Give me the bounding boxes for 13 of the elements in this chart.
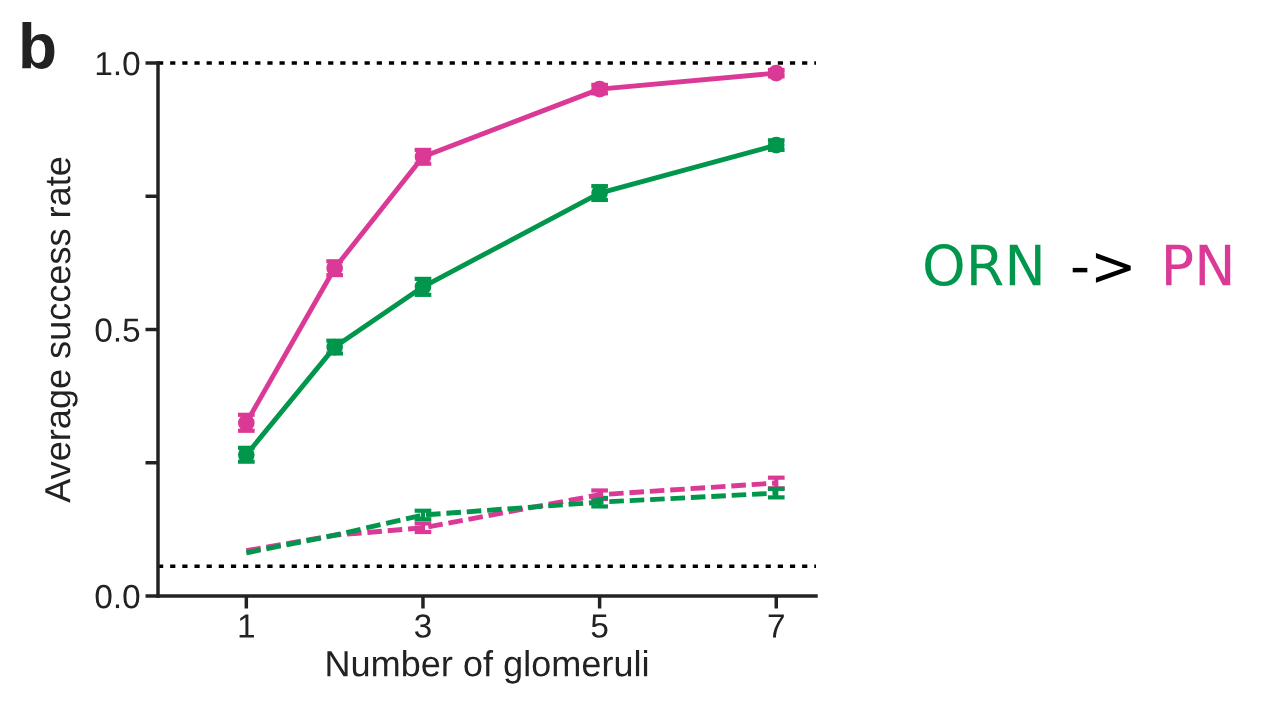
- y-tick-label: 1.0: [96, 51, 140, 76]
- x-tick-label: 7: [768, 614, 784, 638]
- x-axis-title: Number of glomeruli: [327, 649, 648, 684]
- x-tick-label: 3: [414, 614, 431, 638]
- text: ORN: [925, 244, 1041, 287]
- y-tick-label: 0.5: [95, 318, 140, 342]
- x-tick-label: 5: [591, 614, 608, 638]
- x-tick-label: 1: [239, 614, 254, 638]
- y-tick-label: 0.0: [95, 584, 140, 609]
- y-axis-title: Average success rate: [45, 157, 78, 503]
- text: PN: [1166, 244, 1231, 286]
- text: ->: [1072, 253, 1131, 283]
- text: b: [22, 22, 55, 69]
